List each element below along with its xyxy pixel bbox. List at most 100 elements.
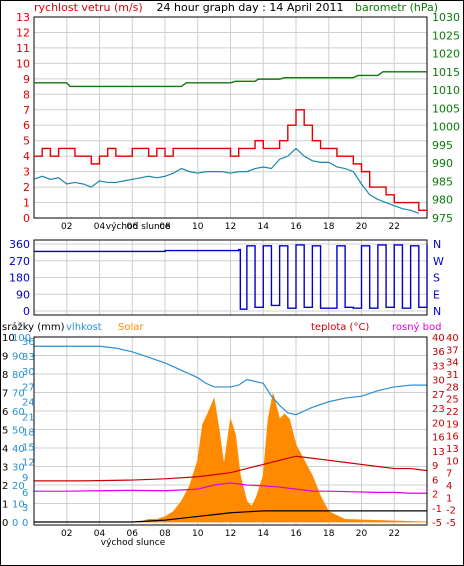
wind-gust-line bbox=[33, 147, 420, 214]
rain-y-tick: 1 bbox=[2, 500, 8, 511]
temp-y-tick-inner: 23 bbox=[432, 404, 445, 415]
direction-y-tick: 90 bbox=[16, 288, 30, 301]
solar-y-tick: 27 bbox=[22, 382, 35, 393]
wind-direction-line bbox=[34, 244, 428, 310]
wind-pressure-panel: rychlost vetru (m/s) 24 hour graph day :… bbox=[16, 1, 460, 232]
wind-x-tick: 10 bbox=[192, 222, 204, 232]
solar-y-tick: 30 bbox=[22, 367, 35, 378]
pressure-y-tick: 1005 bbox=[432, 102, 460, 115]
rain-y-tick: 2 bbox=[2, 481, 8, 492]
temp-y-tick-inner: 9 bbox=[432, 461, 438, 472]
wind-x-tick: 06 bbox=[127, 222, 139, 232]
pressure-y-tick: 995 bbox=[432, 139, 453, 152]
temperature-label: teplota (°C) bbox=[311, 322, 369, 333]
pressure-line bbox=[34, 71, 427, 88]
rain-y-tick: 9 bbox=[2, 352, 8, 363]
weather-x-tick: 20 bbox=[356, 529, 368, 539]
humidity-line bbox=[34, 345, 427, 416]
wind-x-tick: 16 bbox=[290, 222, 302, 232]
direction-y-ticks: 360 270 180 90 0 bbox=[9, 238, 30, 318]
temp-y-tick: 19 bbox=[446, 419, 459, 430]
humidity-label: vlhkost bbox=[66, 322, 102, 333]
temp-y-tick-inner: 13 bbox=[432, 447, 445, 458]
temp-y-tick: 1 bbox=[446, 493, 452, 504]
pressure-y-tick: 975 bbox=[432, 212, 453, 225]
rain-label: srážky (mm) bbox=[2, 321, 65, 333]
pressure-y-tick: 1000 bbox=[432, 121, 460, 134]
temp-y-tick: 13 bbox=[446, 444, 459, 455]
temp-y-tick: 4 bbox=[446, 481, 452, 492]
temp-y-tick-inner: 40 bbox=[432, 333, 445, 344]
wind-y-tick: 7 bbox=[23, 104, 30, 117]
temp-y-tick-inner: 36 bbox=[432, 347, 445, 358]
wind-x-tick: 20 bbox=[356, 222, 368, 232]
wind-y-tick: 6 bbox=[23, 119, 30, 132]
wind-speed-line bbox=[34, 109, 427, 211]
wind-speed-label: rychlost vetru (m/s) bbox=[34, 1, 143, 14]
temp-y-tick: 37 bbox=[446, 345, 459, 356]
temp-y-tick: -2 bbox=[446, 506, 456, 517]
compass-tick: W bbox=[433, 255, 444, 268]
pressure-y-ticks: 975 980 985 990 995 1000 1005 1010 1015 1020 1025 1… bbox=[432, 11, 460, 225]
rain-line bbox=[34, 510, 427, 523]
wind-y-tick: 2 bbox=[23, 181, 30, 194]
weather-x-tick: 08 bbox=[159, 529, 171, 539]
wind-y-tick: 0 bbox=[23, 212, 30, 225]
solar-y-tick: 15 bbox=[22, 443, 35, 454]
sunrise-label: východ slunce bbox=[106, 222, 171, 232]
humidity-y-tick: 10 bbox=[12, 500, 25, 511]
rain-y-tick: 8 bbox=[2, 370, 8, 381]
solar-y-tick: 12 bbox=[22, 458, 35, 469]
temp-y-tick: 16 bbox=[446, 432, 459, 443]
wind-plot-frame bbox=[33, 16, 428, 219]
wind-y-tick: 5 bbox=[23, 135, 30, 148]
weather-x-tick: 22 bbox=[389, 529, 400, 539]
temp-y-tick: 31 bbox=[446, 370, 459, 381]
weather-x-tick: 18 bbox=[323, 529, 335, 539]
humidity-y-tick: 20 bbox=[12, 481, 25, 492]
wind-x-tick: 08 bbox=[159, 222, 171, 232]
humidity-y-tick: 90 bbox=[12, 352, 25, 363]
wind-x-tick: 18 bbox=[323, 222, 335, 232]
temp-y-tick: 40 bbox=[446, 333, 459, 344]
direction-y-tick: 0 bbox=[23, 305, 30, 318]
temp-y-tick: 10 bbox=[446, 456, 459, 467]
wind-y-tick: 1 bbox=[23, 197, 30, 210]
temp-y-tick-inner: 6 bbox=[432, 475, 438, 486]
temperature-line bbox=[34, 455, 428, 482]
pressure-label: barometr (hPa) bbox=[355, 1, 438, 14]
compass-tick: N bbox=[433, 305, 441, 318]
chart-title: 24 hour graph day : 14 April 2011 bbox=[157, 1, 344, 14]
temp-y-tick-inner: 16 bbox=[432, 433, 445, 444]
solar-y-tick: 9 bbox=[22, 473, 28, 484]
solar-y-tick: 18 bbox=[22, 428, 35, 439]
pressure-y-tick: 1010 bbox=[432, 84, 460, 97]
dew-point-label: rosný bod bbox=[392, 321, 441, 333]
weather-y-ticks-right: -5-21471013161922252831343740-5-12691316… bbox=[432, 333, 459, 529]
weather-plot-frame bbox=[33, 336, 428, 526]
temp-y-tick: 28 bbox=[446, 382, 459, 393]
temp-y-tick: 22 bbox=[446, 407, 459, 418]
pressure-y-tick: 1015 bbox=[432, 66, 460, 79]
pressure-y-tick: 1030 bbox=[432, 11, 460, 24]
wind-y-tick: 10 bbox=[16, 57, 30, 70]
temp-y-tick-inner: 2 bbox=[432, 490, 438, 501]
compass-tick: N bbox=[433, 238, 441, 251]
pressure-y-tick: 985 bbox=[432, 175, 453, 188]
wind-y-tick: 9 bbox=[23, 73, 30, 86]
compass-tick: E bbox=[433, 288, 440, 301]
wind-y-tick: 11 bbox=[16, 42, 30, 55]
wind-y-tick: 13 bbox=[16, 11, 30, 24]
direction-y-tick: 360 bbox=[9, 238, 30, 251]
humidity-y-tick: 60 bbox=[12, 407, 25, 418]
humidity-y-tick: 40 bbox=[12, 444, 25, 455]
compass-tick: S bbox=[433, 272, 440, 285]
weather-x-tick: 12 bbox=[225, 529, 236, 539]
pressure-y-tick: 1025 bbox=[432, 29, 460, 42]
wind-x-ticks: 02 04 06 08 10 12 14 16 18 20 22 bbox=[61, 222, 400, 232]
humidity-y-tick: 0 bbox=[12, 518, 18, 529]
humidity-y-tick: 50 bbox=[12, 426, 25, 437]
temp-y-tick-inner: -5 bbox=[432, 518, 442, 529]
